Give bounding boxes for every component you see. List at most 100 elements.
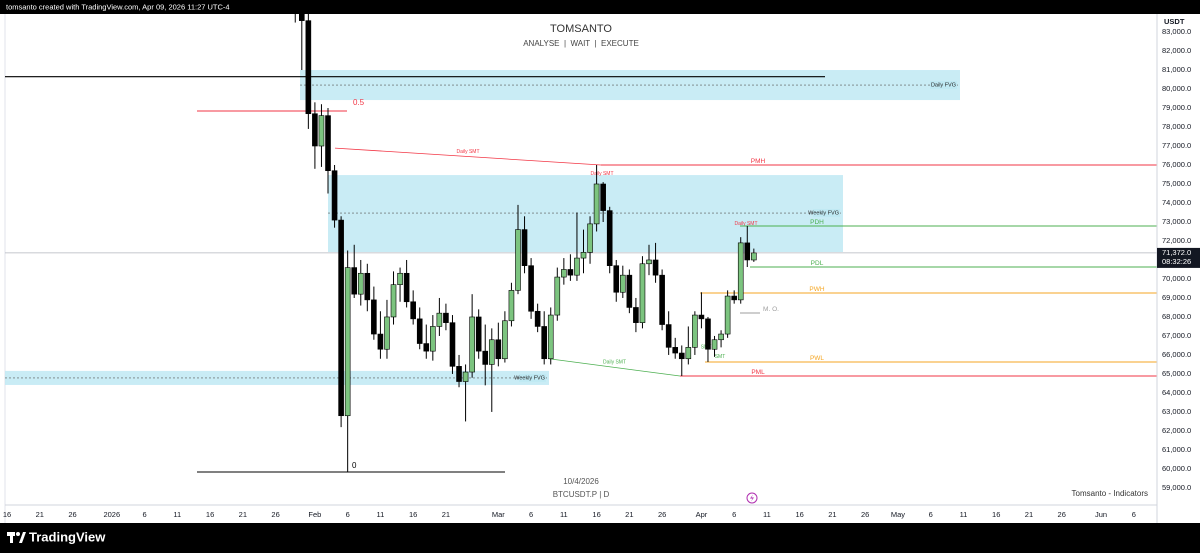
candle-body: [318, 115, 325, 147]
x-tick-label: 2026: [103, 510, 120, 519]
candle-body: [449, 322, 456, 367]
candle-body: [672, 347, 679, 354]
x-tick-label: 11: [763, 510, 771, 519]
candle-body: [338, 219, 344, 417]
y-tick-label: 81,000.0: [1162, 65, 1191, 74]
x-tick-label: 11: [377, 510, 385, 519]
x-tick-label: 6: [732, 510, 736, 519]
y-tick-label: 78,000.0: [1162, 122, 1191, 131]
candle-body: [430, 326, 436, 352]
x-tick-label: 26: [68, 510, 76, 519]
candle-body: [751, 252, 757, 261]
countdown-label: 08:32:26: [1162, 257, 1191, 266]
candle-body: [698, 314, 705, 320]
y-tick-label: 60,000.0: [1162, 464, 1191, 473]
candle-body: [554, 276, 561, 316]
smt-tag: Daily SMT: [590, 171, 613, 177]
candle-body: [364, 272, 371, 301]
y-tick-label: 69,000.0: [1162, 293, 1191, 302]
y-tick-label: 80,000.0: [1162, 84, 1191, 93]
candle-body: [351, 267, 358, 295]
x-tick-label: 16: [796, 510, 804, 519]
logo-part: [19, 532, 26, 543]
candle-body: [325, 115, 331, 172]
brand-logo: [7, 532, 26, 543]
watermark-date: 10/4/2026: [563, 477, 599, 486]
x-tick-label: 21: [239, 510, 247, 519]
candle-body: [678, 352, 685, 360]
candle-body: [587, 223, 593, 253]
candle-body: [312, 113, 318, 147]
x-tick-label: 11: [960, 510, 968, 519]
candle-body: [620, 274, 626, 293]
brand-name: TradingView: [29, 529, 106, 544]
fvg-label: Daily FVG: [931, 82, 956, 88]
smt-line: [548, 358, 681, 377]
chart-subtitle: ANALYSE | WAIT | EXECUTE: [523, 39, 639, 48]
level-label: PWH: [809, 286, 824, 293]
level-label: M. O.: [763, 306, 779, 313]
candle-body: [371, 299, 377, 335]
candle-body: [659, 274, 665, 325]
header-text: tomsanto created with TradingView.com, A…: [6, 2, 230, 11]
candle-body: [443, 312, 449, 323]
candle-body: [692, 314, 698, 348]
candle-body: [377, 333, 384, 350]
x-tick-label: 6: [346, 510, 350, 519]
x-tick-label: Feb: [308, 510, 321, 519]
candle-body: [711, 339, 718, 350]
candle-body: [593, 183, 600, 225]
candle-body: [502, 320, 508, 360]
y-tick-label: 61,000.0: [1162, 445, 1191, 454]
candle-body: [390, 284, 397, 318]
candle-body: [384, 316, 390, 350]
alert-icon: [746, 492, 758, 504]
candle-body: [397, 272, 403, 285]
x-tick-label: May: [891, 510, 905, 519]
fvg-zone: [328, 175, 843, 252]
candle-body: [528, 265, 534, 312]
y-tick-label: 79,000.0: [1162, 103, 1191, 112]
candle-body: [436, 312, 443, 327]
candle-body: [633, 307, 639, 323]
level-label: PDL: [811, 260, 824, 267]
candle-body: [423, 343, 430, 352]
y-tick-label: 66,000.0: [1162, 350, 1191, 359]
x-tick-label: 21: [828, 510, 836, 519]
candle-body: [534, 310, 541, 327]
x-tick-label: 16: [992, 510, 1000, 519]
y-tick-label: 62,000.0: [1162, 426, 1191, 435]
x-tick-label: 21: [1025, 510, 1033, 519]
plot-area: TOMSANTO ANALYSE | WAIT | EXECUTE 10/4/2…: [5, 14, 1157, 504]
smt-label: Daily SMT: [456, 149, 479, 155]
candle-body: [456, 366, 462, 382]
x-tick-label: 26: [271, 510, 279, 519]
fvg-label-bg: [930, 81, 957, 90]
y-tick-label: 72,000.0: [1162, 236, 1191, 245]
candle-body: [567, 269, 574, 276]
level-label: PDH: [810, 219, 824, 226]
candle-body: [561, 269, 567, 278]
indicator-label: Tomsanto - Indicators: [1072, 489, 1148, 498]
x-tick-label: 11: [173, 510, 181, 519]
fib-label: 0: [352, 461, 357, 470]
x-tick-label: 6: [1132, 510, 1136, 519]
candle-body: [626, 274, 633, 308]
alert-bolt: [750, 494, 754, 502]
candle-body: [705, 318, 711, 350]
candle-body: [665, 324, 672, 348]
x-tick-label: 26: [1058, 510, 1066, 519]
y-tick-label: 64,000.0: [1162, 388, 1191, 397]
x-tick-label: 21: [625, 510, 633, 519]
candle-body: [600, 183, 606, 211]
candle-body: [574, 257, 580, 276]
candle-body: [299, 14, 305, 21]
candle-body: [344, 267, 351, 417]
last-price-box: [1157, 247, 1200, 268]
level-label: PML: [751, 369, 765, 376]
y-tick-label: 68,000.0: [1162, 312, 1191, 321]
x-tick-label: 26: [658, 510, 666, 519]
candle-body: [515, 229, 521, 291]
footer-bar: [0, 523, 1200, 553]
